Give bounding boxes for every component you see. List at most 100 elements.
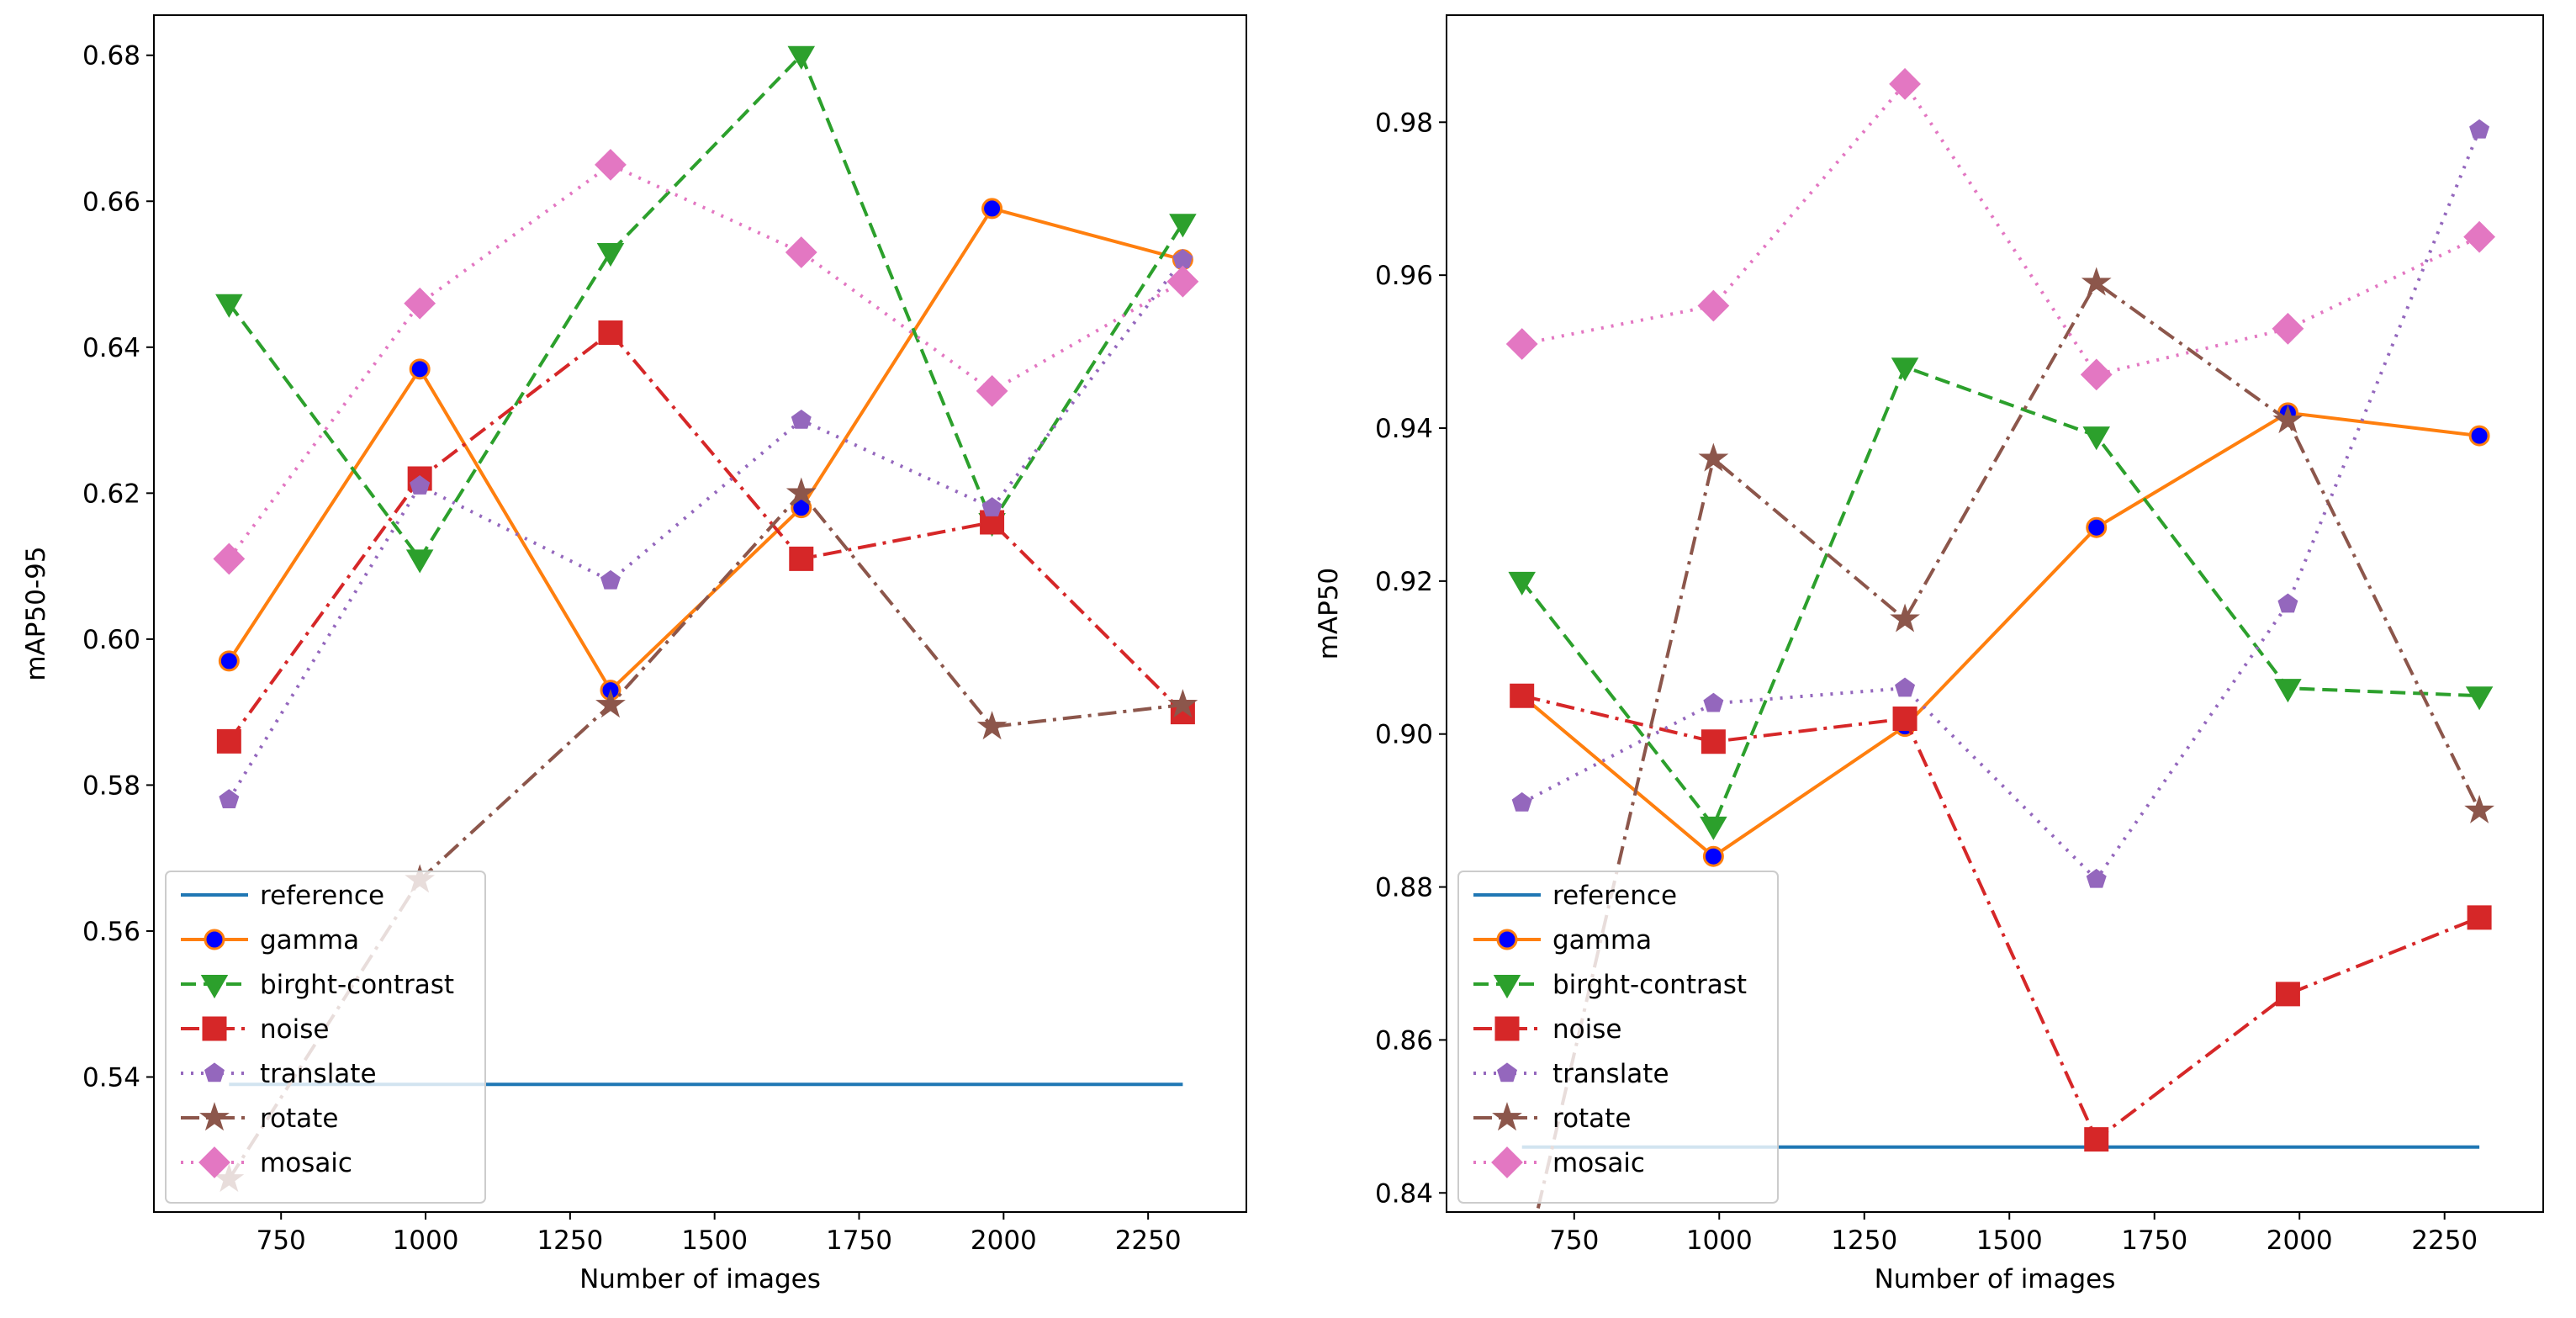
legend-label-noise: noise: [260, 1014, 329, 1045]
x-tick-label: 1000: [393, 1225, 459, 1256]
data-point-translate: [1703, 692, 1724, 712]
x-tick-label: 1250: [1831, 1225, 1897, 1256]
x-tick-label: 2250: [2411, 1225, 2478, 1256]
legend-label-rotate: rotate: [1552, 1104, 1631, 1134]
data-point-noise: [789, 546, 814, 571]
legend-star-marker: [1492, 1102, 1522, 1131]
y-tick-label: 0.90: [1375, 720, 1433, 750]
x-tick-label: 1500: [681, 1225, 748, 1256]
data-point-mosaic: [785, 236, 817, 268]
y-tick-label: 0.86: [1375, 1025, 1433, 1056]
y-tick-label: 0.98: [1375, 108, 1433, 138]
series-line-mosaic: [1521, 82, 2480, 377]
series-line-birght-contrast: [1521, 365, 2480, 828]
legend-diamond-marker: [198, 1146, 230, 1178]
data-point-birght-contrast: [2465, 686, 2494, 711]
data-point-mosaic: [1166, 265, 1199, 298]
y-axis-label: mAP50: [1314, 568, 1344, 660]
data-point-rotate: [1698, 442, 1729, 472]
legend-frame: [165, 871, 486, 1204]
data-point-translate: [1895, 677, 1916, 697]
data-point-mosaic: [1889, 67, 1921, 100]
data-point-rotate: [785, 477, 817, 506]
legend-square-marker: [202, 1016, 227, 1041]
chart-map50: 750 1000 1250 1500 1750 2000 2250 0.84 0.86 0.88 0…: [1314, 14, 2544, 1294]
data-point-noise: [598, 320, 623, 345]
data-point-gamma: [981, 198, 1003, 220]
x-axis-label: Number of images: [579, 1264, 821, 1294]
data-point-translate: [981, 497, 1002, 516]
y-tick-label: 0.54: [82, 1062, 140, 1093]
x-tick-label: 2250: [1115, 1225, 1182, 1256]
series-line-noise: [227, 331, 1184, 743]
data-point-mosaic: [1697, 289, 1730, 322]
legend-label-reference: reference: [260, 881, 384, 911]
legend-square-marker: [1494, 1016, 1520, 1041]
data-point-gamma: [218, 650, 240, 672]
plot-frame: [153, 14, 1247, 1213]
data-point-noise: [2467, 905, 2492, 930]
y-tick-label: 0.56: [82, 917, 140, 947]
data-point-birght-contrast: [405, 549, 434, 574]
data-point-birght-contrast: [1508, 571, 1536, 595]
y-tick-label: 0.94: [1375, 414, 1433, 444]
legend: reference gamma birght-contrast noise transl…: [1457, 871, 1779, 1204]
series-line-translate: [227, 258, 1184, 801]
y-tick-label: 0.68: [82, 41, 140, 71]
x-tick-label: 1250: [537, 1225, 603, 1256]
data-point-noise: [1892, 707, 1917, 732]
data-point-translate: [219, 789, 240, 808]
series-line-rotate: [1535, 281, 2481, 1212]
legend-label-rotate: rotate: [260, 1104, 338, 1134]
data-point-noise: [2084, 1127, 2109, 1152]
x-tick-label: 1500: [1976, 1225, 2043, 1256]
legend-label-gamma: gamma: [1552, 925, 1652, 955]
legend-triangle-down-marker: [1493, 975, 1521, 999]
data-point-noise: [216, 728, 241, 754]
y-tick-label: 0.88: [1375, 873, 1433, 903]
legend-label-noise: noise: [1552, 1014, 1621, 1045]
chart-map50-95: 750 1000 1250 1500 1750 2000 2250 0.54 0.56 0.58 0…: [21, 14, 1247, 1294]
x-axis-label: Number of images: [1875, 1264, 2116, 1294]
data-point-rotate: [1167, 689, 1198, 718]
x-tick-label: 2000: [971, 1225, 1037, 1256]
legend-label-birght-contrast: birght-contrast: [260, 970, 454, 1000]
x-tick-label: 1750: [2121, 1225, 2187, 1256]
data-point-mosaic: [2272, 312, 2304, 345]
data-point-translate: [2469, 119, 2490, 139]
y-tick-label: 0.64: [82, 333, 140, 363]
data-point-rotate: [2464, 794, 2495, 823]
data-point-gamma: [2086, 516, 2108, 538]
legend-label-mosaic: mosaic: [1552, 1148, 1645, 1178]
data-point-rotate: [2272, 405, 2304, 434]
data-point-noise: [1701, 729, 1726, 754]
data-point-birght-contrast: [215, 294, 243, 318]
legend-circle-marker: [1496, 929, 1518, 950]
series-group: [1505, 67, 2496, 1212]
legend-label-birght-contrast: birght-contrast: [1552, 970, 1747, 1000]
data-point-birght-contrast: [1169, 214, 1197, 238]
data-point-translate: [2277, 593, 2298, 613]
y-tick-label: 0.60: [82, 625, 140, 655]
data-point-gamma: [1702, 845, 1724, 867]
data-point-rotate: [976, 711, 1008, 740]
plot-frame: [1446, 14, 2544, 1213]
data-point-rotate: [595, 689, 626, 718]
legend-star-marker: [199, 1102, 230, 1131]
y-tick-label: 0.58: [82, 770, 140, 801]
x-tick-label: 1000: [1686, 1225, 1753, 1256]
data-point-mosaic: [213, 543, 246, 575]
series-line-gamma: [1521, 410, 2480, 859]
data-point-birght-contrast: [1700, 816, 1727, 840]
y-tick-label: 0.66: [82, 187, 140, 217]
y-tick-label: 0.62: [82, 479, 140, 509]
data-point-translate: [791, 409, 812, 429]
y-tick-label: 0.92: [1375, 567, 1433, 597]
y-axis-label: mAP50-95: [21, 546, 51, 680]
data-point-birght-contrast: [787, 45, 816, 70]
x-tick-label: 750: [257, 1225, 306, 1256]
data-point-translate: [410, 475, 431, 495]
data-point-gamma: [409, 358, 431, 380]
data-point-birght-contrast: [596, 242, 625, 267]
